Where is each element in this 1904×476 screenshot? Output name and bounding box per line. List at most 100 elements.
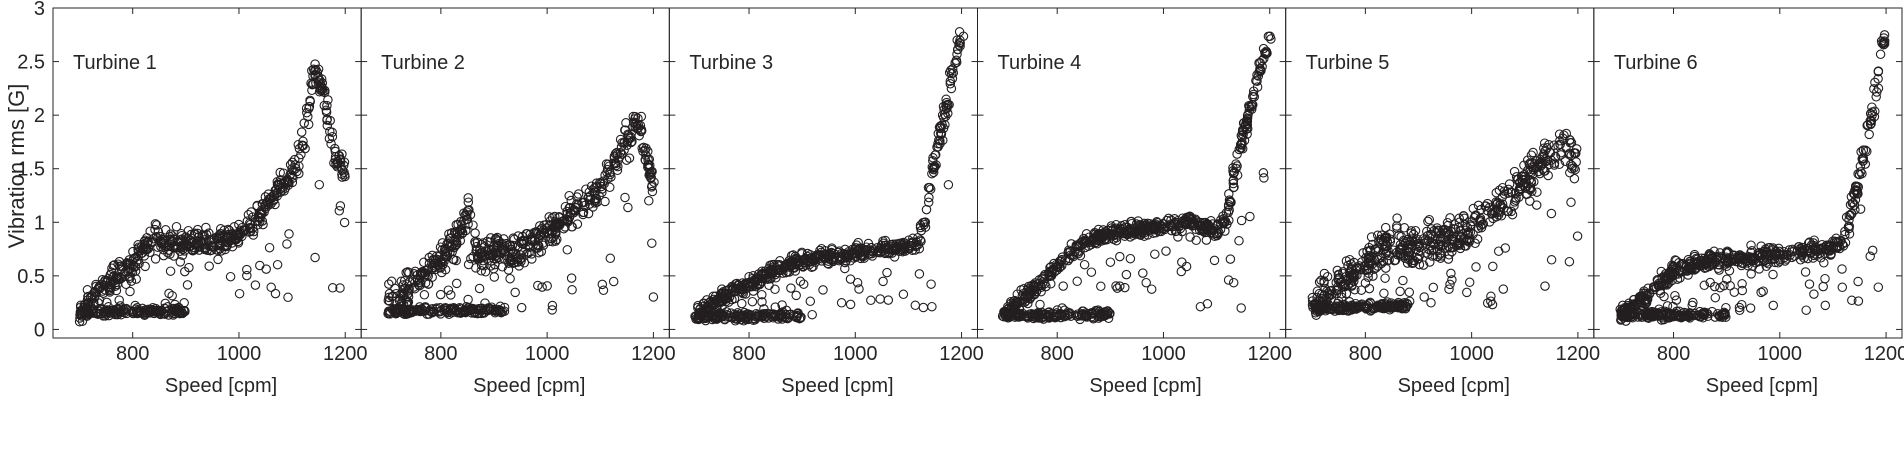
data-point [384, 279, 394, 289]
data-point [1138, 268, 1148, 278]
data-point [620, 192, 630, 203]
data-point [145, 305, 155, 316]
data-point [757, 266, 767, 276]
data-point [764, 280, 774, 291]
panel-title: Turbine 1 [73, 52, 157, 74]
data-point [1044, 313, 1054, 323]
data-point [594, 191, 604, 201]
data-point [929, 162, 939, 173]
data-point [450, 227, 461, 238]
data-point [324, 133, 335, 144]
data-point [898, 243, 909, 253]
data-point [1123, 225, 1133, 235]
data-point [1380, 222, 1391, 233]
data-point [1150, 249, 1160, 259]
data-point [1266, 34, 1276, 44]
data-point [1820, 273, 1830, 284]
data-point [552, 234, 562, 245]
data-point [1873, 282, 1884, 292]
data-point [238, 226, 249, 236]
data-point [1111, 281, 1121, 291]
data-point [1103, 225, 1113, 236]
data-point [764, 273, 775, 284]
data-point [952, 35, 962, 45]
data-point [1023, 298, 1033, 309]
scatter-points [1307, 128, 1583, 320]
data-point [855, 248, 866, 258]
data-point [633, 123, 643, 134]
data-point [1007, 308, 1017, 319]
data-point [1075, 238, 1086, 248]
data-point [854, 284, 864, 294]
data-point [290, 160, 300, 170]
y-axis-label: Vibration rms [G] [4, 84, 29, 249]
data-point [712, 311, 722, 321]
y-tick-label: 2.5 [17, 52, 45, 74]
data-point [781, 267, 791, 278]
data-point [1853, 276, 1863, 287]
data-point [1800, 267, 1811, 277]
data-point [496, 248, 506, 259]
data-point [954, 40, 964, 50]
data-point [423, 264, 434, 274]
data-point [647, 186, 658, 197]
data-point [449, 237, 460, 247]
x-tick-label: 800 [116, 343, 149, 365]
data-point [645, 160, 655, 171]
data-point [999, 308, 1009, 318]
data-point [184, 262, 194, 273]
data-point [1259, 53, 1269, 64]
data-point [757, 297, 767, 307]
data-point [335, 283, 345, 293]
data-point [476, 308, 487, 319]
data-point [1498, 284, 1509, 294]
data-point [533, 228, 544, 239]
data-point [647, 238, 657, 248]
data-point [401, 267, 411, 278]
data-point [187, 238, 198, 248]
data-point [1161, 246, 1171, 256]
data-point [102, 275, 113, 286]
x-tick-label: 1000 [217, 343, 262, 365]
data-point [272, 259, 283, 270]
data-point [417, 269, 427, 280]
panel-turbine-6: 800 1000 1200 Turbine 6 Speed [cpm] [1593, 7, 1904, 397]
data-point [1065, 246, 1076, 257]
data-point [495, 307, 506, 317]
data-point [131, 274, 141, 284]
data-point [452, 228, 463, 239]
data-point [1248, 89, 1259, 100]
data-point [1177, 257, 1187, 267]
data-point [1158, 224, 1168, 234]
data-point [1871, 92, 1881, 102]
data-point [163, 310, 174, 320]
data-point [739, 312, 749, 323]
data-point [1141, 277, 1151, 288]
data-point [245, 219, 256, 230]
data-point [140, 261, 150, 272]
data-point [145, 247, 155, 258]
data-point [293, 139, 304, 150]
data-point [184, 236, 195, 246]
data-point [1875, 49, 1886, 60]
data-point [255, 260, 265, 271]
data-point [114, 295, 124, 305]
data-point [110, 309, 121, 320]
data-point [768, 265, 778, 276]
data-point [282, 239, 292, 249]
data-point [488, 244, 499, 255]
x-tick-label: 1000 [1141, 343, 1186, 365]
data-point [1462, 287, 1472, 298]
data-point [953, 44, 963, 55]
data-point [624, 153, 635, 163]
data-point [1046, 279, 1056, 289]
data-point [1115, 227, 1126, 237]
data-point [867, 246, 877, 257]
data-point [1404, 287, 1415, 298]
data-point [781, 312, 792, 323]
data-point [573, 189, 584, 199]
data-point [451, 220, 462, 230]
data-point [625, 132, 636, 142]
data-point [1428, 282, 1439, 293]
panel-title: Turbine 5 [1306, 52, 1390, 74]
